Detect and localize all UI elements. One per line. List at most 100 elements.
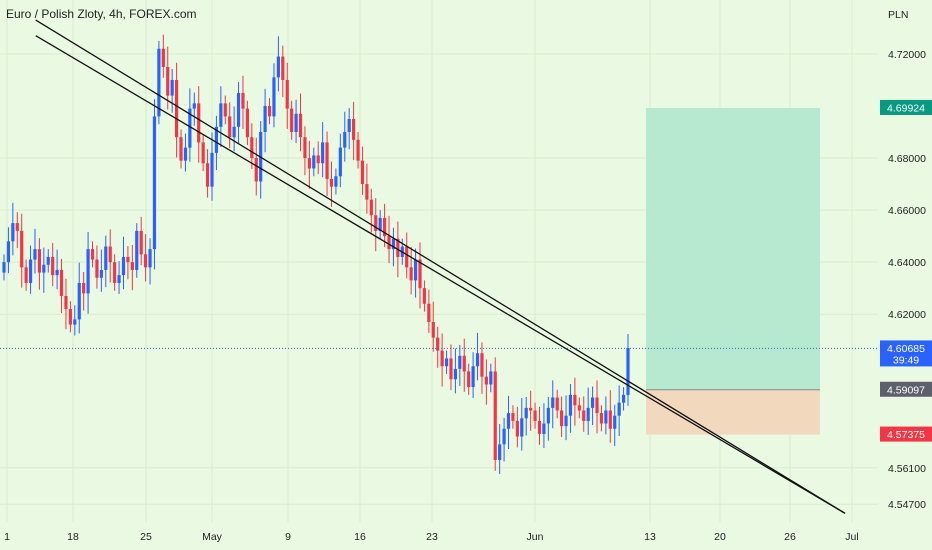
y-tick-label: 4.54700: [888, 499, 926, 511]
candle-body: [321, 142, 325, 164]
candle-body: [369, 199, 373, 216]
candle-body: [533, 410, 537, 421]
candle-body: [152, 116, 157, 250]
trend-lines: [35, 19, 846, 514]
candle-body: [46, 256, 50, 265]
candle-body: [303, 137, 307, 159]
candle-body: [250, 137, 254, 159]
stop-price-badge: 4.57375: [887, 429, 925, 441]
candle-body: [144, 254, 148, 268]
candle-body: [590, 397, 595, 408]
candle-body: [467, 371, 471, 388]
candle-body: [28, 259, 33, 283]
candle-body: [236, 92, 241, 127]
candle-body: [245, 108, 250, 138]
candle-body: [139, 230, 143, 255]
candle-body: [33, 249, 37, 260]
target-price-badge: 4.69924: [887, 102, 925, 114]
target-price-badge-bg: [880, 99, 932, 115]
y-tick-label: 4.68000: [888, 153, 926, 165]
candle-body: [210, 152, 214, 187]
candle-body: [263, 105, 267, 133]
candle-body: [334, 176, 338, 187]
candle-body: [285, 79, 289, 109]
candle-body: [608, 410, 612, 429]
candle-body: [409, 267, 413, 281]
candle-body: [621, 394, 626, 403]
candle-body: [537, 420, 542, 434]
candle-body: [338, 147, 342, 177]
candle-body: [223, 103, 227, 117]
x-tick-label: 18: [67, 531, 79, 543]
candle-body: [458, 355, 462, 369]
candle-body: [560, 410, 564, 427]
x-tick-label: Jun: [527, 531, 544, 543]
candle-body: [64, 295, 68, 309]
candle-body: [6, 241, 11, 263]
chart-title: Euro / Polish Zloty, 4h, FOREX.com: [6, 7, 197, 21]
candle-body: [374, 215, 378, 231]
candle-body: [405, 246, 409, 268]
candles: [2, 34, 630, 475]
candle-body: [471, 366, 475, 388]
candle-body: [192, 103, 196, 109]
candle-body: [135, 230, 139, 270]
candle-body: [24, 267, 28, 283]
position-zones: [646, 107, 820, 435]
candle-body: [524, 407, 528, 419]
candle-body: [201, 142, 205, 164]
candle-body: [15, 223, 19, 231]
candle-body: [604, 410, 608, 424]
currency-label: PLN: [888, 9, 908, 21]
candle-body: [595, 397, 599, 414]
candle-body: [573, 394, 577, 406]
candle-body: [59, 269, 64, 296]
candle-body: [281, 56, 285, 80]
candle-body: [582, 410, 586, 421]
candle-body: [520, 418, 524, 437]
candle-body: [436, 337, 440, 351]
candle-body: [197, 103, 201, 143]
candle-body: [555, 397, 559, 411]
candle-body: [104, 246, 108, 270]
price-axis: PLN 4.72000 4.68000 4.66000 4.64000 4.62000 4.…: [888, 9, 926, 511]
candle-body: [267, 105, 272, 117]
y-tick-label: 4.56100: [888, 463, 926, 475]
candle-body: [117, 275, 121, 283]
candle-body: [542, 423, 546, 434]
candle-body: [502, 428, 506, 445]
candle-body: [453, 368, 458, 380]
candle-body: [511, 413, 515, 421]
loss-zone: [646, 389, 820, 435]
candle-body: [489, 371, 493, 385]
candle-body: [617, 402, 621, 416]
candle-body: [2, 262, 6, 273]
candle-body: [113, 262, 117, 283]
candle-body: [174, 79, 179, 138]
candle-body: [564, 415, 568, 427]
candle-body: [352, 118, 356, 140]
x-tick-label: 13: [644, 531, 656, 543]
candle-body: [95, 259, 99, 278]
current-price-badge-bg: [880, 340, 932, 367]
candle-body: [440, 350, 444, 367]
x-tick-label: 23: [426, 531, 438, 543]
candle-body: [360, 160, 365, 185]
candle-body: [219, 103, 223, 127]
candle-body: [42, 264, 46, 273]
candle-body: [568, 394, 573, 416]
candle-body: [148, 249, 152, 268]
current-price-badge: 4.60685: [887, 343, 925, 355]
candle-body: [462, 355, 466, 372]
candle-body: [551, 397, 555, 408]
candle-body: [188, 108, 192, 148]
x-tick-label: 9: [285, 531, 291, 543]
candle-body: [418, 259, 422, 289]
candle-body: [493, 371, 497, 460]
candle-body: [484, 376, 488, 385]
x-tick-label: May: [202, 531, 223, 543]
candle-body: [130, 262, 134, 270]
candle-body: [99, 269, 103, 278]
